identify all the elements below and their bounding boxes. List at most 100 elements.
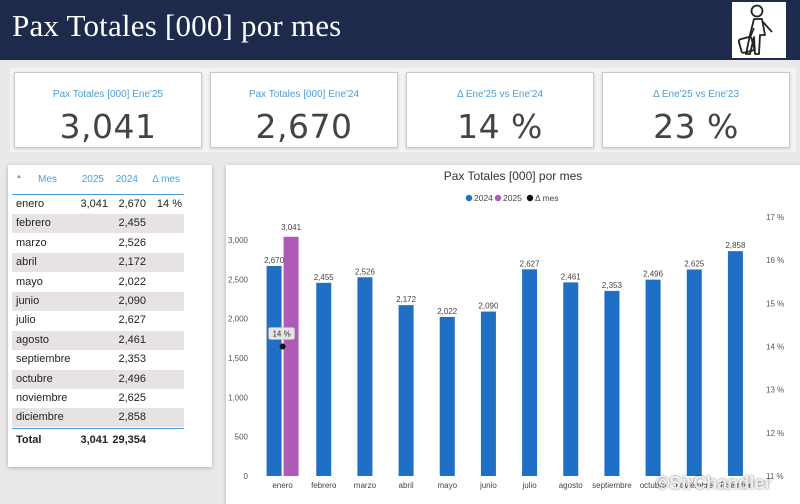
cell-mes: enero bbox=[16, 198, 45, 210]
legend-label: Δ mes bbox=[535, 193, 559, 203]
watermark: ©SirChandler bbox=[656, 473, 772, 493]
x-tick-label: agosto bbox=[559, 481, 584, 490]
data-label-2024: 2,172 bbox=[396, 295, 417, 304]
kpi-label: Δ Ene'25 vs Ene'24 bbox=[456, 89, 544, 100]
table-row[interactable]: noviembre 2,625 bbox=[12, 389, 184, 408]
legend-marker bbox=[494, 194, 502, 202]
table-row[interactable]: febrero 2,455 bbox=[12, 214, 184, 234]
cell-2024: 2,670 bbox=[118, 198, 146, 210]
cell-mes: noviembre bbox=[16, 392, 68, 404]
y-tick-label: 1,000 bbox=[228, 393, 249, 402]
bar-2024 bbox=[480, 311, 496, 476]
column-header-mes[interactable]: Mes bbox=[38, 174, 57, 185]
y-tick-label: 0 bbox=[244, 472, 249, 481]
x-tick-label: noviembre bbox=[676, 481, 714, 490]
table-row[interactable]: mayo 2,022 bbox=[12, 273, 184, 292]
y-tick-label: 2,000 bbox=[228, 315, 249, 324]
bar-2024 bbox=[439, 316, 455, 476]
data-label-2024: 2,455 bbox=[314, 273, 335, 282]
y2-tick-label: 17 % bbox=[766, 213, 784, 222]
monthly-table: ▲ Mes 2025 2024 Δ mes enero 3,041 2,670 14 … bbox=[8, 165, 212, 467]
bar-chart-card: Pax Totales [000] por mes 2024 2025 Δ mes … bbox=[226, 165, 800, 504]
column-header-delta[interactable]: Δ mes bbox=[152, 174, 180, 185]
y-tick-label: 3,000 bbox=[228, 236, 249, 245]
cell-2024: 2,625 bbox=[118, 392, 146, 404]
table-row[interactable]: enero 3,041 2,670 14 % bbox=[12, 195, 184, 214]
bar-2024 bbox=[563, 282, 579, 476]
x-tick-label: junio bbox=[479, 481, 497, 490]
y2-tick-label: 11 % bbox=[766, 472, 784, 481]
cell-mes: septiembre bbox=[16, 353, 71, 366]
x-tick-label: septiembre bbox=[592, 481, 632, 490]
cell-mes: diciembre bbox=[16, 411, 64, 424]
kpi-card-pax-2024[interactable]: Pax Totales [000] Ene'24 2,670 bbox=[210, 72, 398, 148]
x-tick-label: abril bbox=[399, 481, 414, 490]
sort-ascending-icon[interactable]: ▲ bbox=[16, 174, 22, 180]
y-tick-label: 500 bbox=[235, 433, 249, 442]
data-label-2024: 2,625 bbox=[684, 260, 705, 269]
data-label-2025: 3,041 bbox=[281, 223, 302, 232]
x-tick-label: octubre bbox=[640, 481, 667, 490]
kpi-card-delta-vs-2024[interactable]: Δ Ene'25 vs Ene'24 14 % bbox=[406, 72, 594, 148]
kpi-card-delta-vs-2023[interactable]: Δ Ene'25 vs Ene'23 23 % bbox=[602, 72, 790, 148]
x-tick-label: diciembre bbox=[718, 481, 753, 490]
table-row[interactable]: junio 2,090 bbox=[12, 292, 184, 311]
column-header-2024[interactable]: 2024 bbox=[115, 174, 138, 185]
traveler-with-suitcase-icon bbox=[732, 2, 786, 58]
y-tick-label: 2,500 bbox=[228, 275, 249, 284]
column-header-2025[interactable]: 2025 bbox=[81, 174, 104, 185]
table-row[interactable]: abril 2,172 bbox=[12, 253, 184, 273]
bar-chart: Pax Totales [000] por mes 2024 2025 Δ mes … bbox=[228, 169, 784, 490]
kpi-value: 23 % bbox=[653, 107, 739, 146]
kpi-value: 14 % bbox=[457, 107, 543, 146]
kpi-card-pax-2025[interactable]: Pax Totales [000] Ene'25 3,041 bbox=[14, 72, 202, 148]
bar-2024 bbox=[522, 269, 538, 476]
x-tick-label: marzo bbox=[354, 481, 377, 490]
x-tick-label: febrero bbox=[311, 481, 337, 490]
table-row[interactable]: diciembre 2,858 bbox=[12, 408, 184, 428]
data-label-2024: 2,461 bbox=[561, 272, 582, 281]
kpi-label: Δ Ene'25 vs Ene'23 bbox=[652, 89, 740, 100]
kpi-value: 2,670 bbox=[255, 107, 353, 146]
y-tick-label: 1,500 bbox=[228, 354, 249, 363]
cell-2024: 2,022 bbox=[118, 275, 146, 288]
cell-mes: junio bbox=[16, 295, 40, 307]
total-label: Total bbox=[16, 434, 42, 446]
x-tick-label: mayo bbox=[437, 481, 457, 490]
table-row[interactable]: agosto 2,461 bbox=[12, 330, 184, 350]
table-row[interactable]: marzo 2,526 bbox=[12, 234, 184, 253]
kpi-label: Pax Totales [000] Ene'24 bbox=[248, 89, 360, 100]
total-2025: 3,041 bbox=[80, 434, 108, 446]
y2-tick-label: 12 % bbox=[766, 429, 784, 438]
header-bar: Pax Totales [000] por mes bbox=[0, 0, 800, 60]
table-row[interactable]: septiembre 2,353 bbox=[12, 350, 184, 369]
data-label-2024: 2,526 bbox=[355, 267, 376, 276]
data-label-2024: 2,670 bbox=[264, 256, 285, 265]
bar-2024 bbox=[316, 282, 332, 476]
data-label-2024: 2,353 bbox=[602, 281, 623, 290]
cell-2024: 2,496 bbox=[118, 372, 146, 385]
cell-2025: 3,041 bbox=[80, 198, 108, 210]
table-row[interactable]: julio 2,627 bbox=[12, 311, 184, 330]
bar-2025 bbox=[283, 236, 299, 476]
x-tick-label: enero bbox=[272, 481, 293, 490]
bar-2024 bbox=[604, 290, 620, 476]
x-tick-label: julio bbox=[521, 481, 537, 490]
legend-marker bbox=[526, 194, 534, 202]
kpi-label: Pax Totales [000] Ene'25 bbox=[52, 89, 164, 100]
table-row[interactable]: octubre 2,496 bbox=[12, 369, 184, 389]
cell-2024: 2,526 bbox=[118, 236, 146, 249]
cell-2024: 2,353 bbox=[118, 353, 146, 366]
legend-label: 2025 bbox=[503, 193, 522, 203]
delta-label-bg bbox=[268, 327, 295, 340]
delta-point bbox=[279, 343, 286, 350]
cell-2024: 2,461 bbox=[118, 333, 146, 346]
chart-title: Pax Totales [000] por mes bbox=[444, 169, 583, 183]
kpi-value: 3,041 bbox=[59, 107, 157, 146]
legend-marker bbox=[465, 194, 473, 202]
y2-tick-label: 13 % bbox=[766, 386, 784, 395]
cell-mes: febrero bbox=[16, 217, 51, 230]
total-2024: 29,354 bbox=[112, 434, 146, 446]
cell-mes: abril bbox=[16, 256, 37, 269]
y2-tick-label: 16 % bbox=[766, 256, 784, 265]
